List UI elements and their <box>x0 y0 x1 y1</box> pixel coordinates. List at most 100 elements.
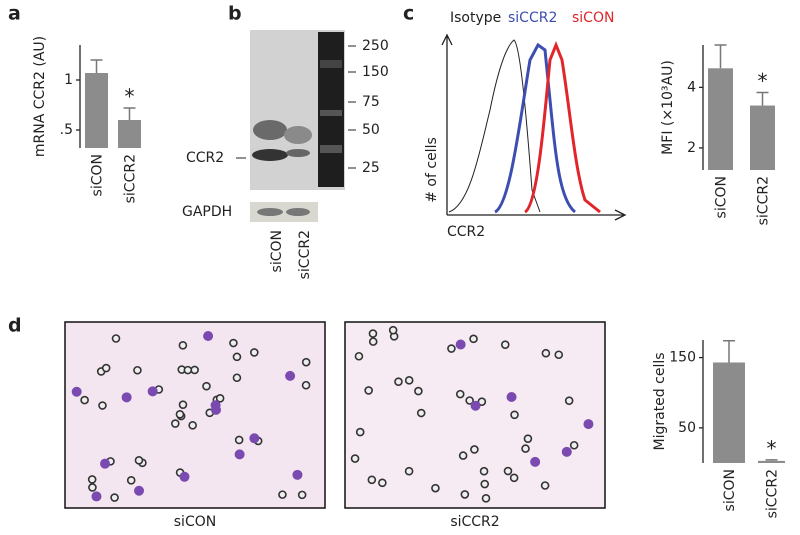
cell <box>100 458 111 469</box>
legend-entry: siCON <box>572 10 614 26</box>
cell <box>368 329 378 338</box>
y-axis-label: mRNA CCR2 (AU) <box>32 36 48 157</box>
marker-label: 250 <box>362 38 389 54</box>
legend-entry: Isotype <box>450 10 501 26</box>
cell <box>530 456 541 467</box>
cell <box>101 363 111 373</box>
cell <box>564 396 574 405</box>
cell <box>500 340 510 349</box>
cell <box>355 427 365 437</box>
cell <box>561 446 572 457</box>
panel-letter: b <box>228 3 242 25</box>
y-tick-label: 50 <box>678 420 696 436</box>
error-bar <box>90 59 103 73</box>
y-tick-label: .5 <box>60 122 73 138</box>
y-axis-label: MFI (×10³AU) <box>660 60 676 155</box>
error-bar <box>714 44 727 69</box>
cell <box>232 352 242 362</box>
marker-label: 75 <box>362 94 380 110</box>
cell <box>202 381 211 391</box>
cell <box>509 473 519 483</box>
x-tick-label: siCON <box>90 154 106 196</box>
cell <box>87 475 97 484</box>
cell <box>364 386 373 395</box>
y-tick-label: 1 <box>64 72 73 88</box>
cell <box>133 365 142 375</box>
cell <box>503 466 513 476</box>
cell <box>404 466 414 476</box>
cell <box>278 490 287 499</box>
cell <box>232 373 242 383</box>
legend-entry: siCCR2 <box>508 10 557 26</box>
cell <box>455 339 466 350</box>
cell <box>521 444 530 453</box>
annotation: * <box>125 85 135 109</box>
cell <box>378 478 387 488</box>
cell <box>469 334 478 344</box>
cell <box>229 338 238 348</box>
y-tick-label: 150 <box>669 350 696 366</box>
cell <box>111 334 121 343</box>
panel-letter: d <box>8 315 22 337</box>
cell <box>210 404 221 415</box>
cell <box>134 456 144 465</box>
cell <box>110 493 119 502</box>
flow-ylabel: # of cells <box>424 137 440 203</box>
cell <box>583 419 594 430</box>
cell <box>190 365 199 375</box>
cell <box>234 435 244 445</box>
cell <box>203 330 214 341</box>
cell <box>431 483 440 493</box>
cell <box>297 490 307 500</box>
cell <box>506 391 517 402</box>
cell <box>540 481 550 490</box>
cell <box>249 433 260 444</box>
lane-label: siCON <box>269 230 285 272</box>
cell <box>183 365 193 375</box>
cell <box>416 408 426 418</box>
cell <box>414 386 423 396</box>
error-bar <box>723 339 735 363</box>
cell <box>394 377 403 386</box>
cell <box>541 348 551 358</box>
cell <box>179 471 190 482</box>
cell <box>350 454 360 463</box>
panel-letter: a <box>8 3 21 25</box>
cell <box>354 351 364 361</box>
micrograph-label: siCCR2 <box>450 514 499 530</box>
y-axis-label: Migrated cells <box>652 352 668 450</box>
cell <box>458 451 468 460</box>
cell <box>479 466 489 476</box>
bar <box>758 460 785 463</box>
cell <box>234 449 245 460</box>
band-label: CCR2 <box>186 150 224 166</box>
cell <box>470 400 481 411</box>
annotation: * <box>758 69 768 93</box>
bar <box>750 105 775 170</box>
cell <box>292 469 303 480</box>
cell <box>480 479 490 489</box>
x-tick-label: siCON <box>722 469 738 511</box>
micrograph-label: siCON <box>174 514 216 530</box>
error-bar <box>756 91 769 106</box>
cell <box>215 393 225 403</box>
flow-histogram <box>441 33 627 221</box>
x-tick-label: siCCR2 <box>123 154 139 203</box>
cell <box>175 409 185 419</box>
bar <box>713 362 745 463</box>
cell <box>455 389 465 399</box>
x-tick-label: siCCR2 <box>765 469 781 518</box>
cell <box>470 445 479 454</box>
error-bar <box>765 459 778 461</box>
cell <box>285 370 296 381</box>
cell <box>98 401 107 410</box>
panel-letter: c <box>403 3 414 25</box>
cell <box>460 490 470 499</box>
cell <box>554 350 564 360</box>
y-tick-label: 2 <box>687 140 696 156</box>
cell <box>523 434 533 443</box>
cell <box>147 386 158 397</box>
cell <box>510 410 519 420</box>
cell <box>121 392 132 403</box>
